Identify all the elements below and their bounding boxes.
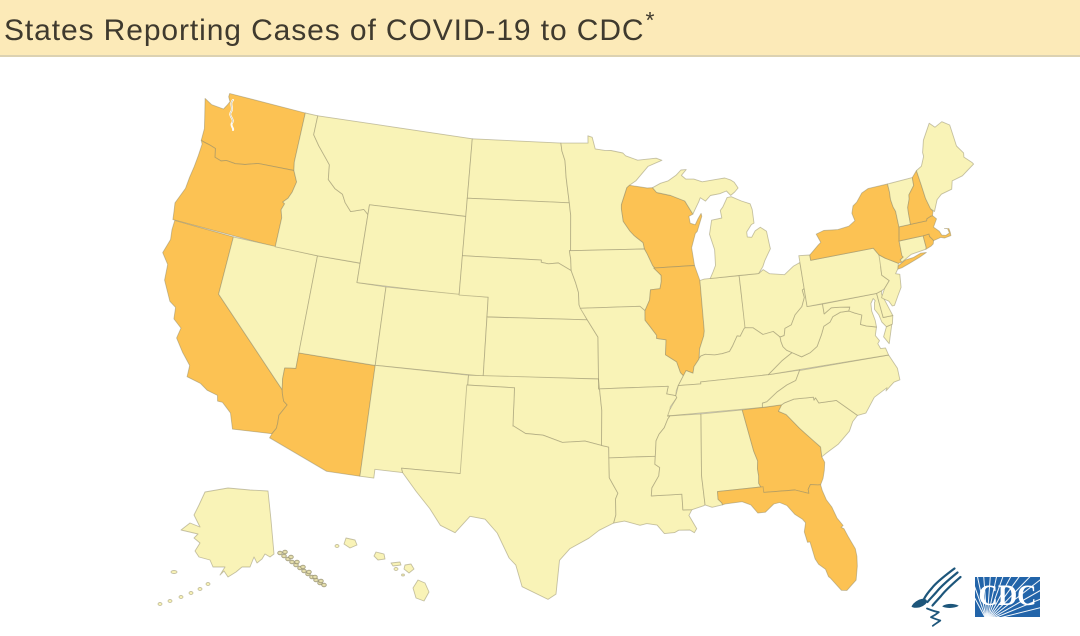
- svg-text:CDC: CDC: [979, 579, 1037, 612]
